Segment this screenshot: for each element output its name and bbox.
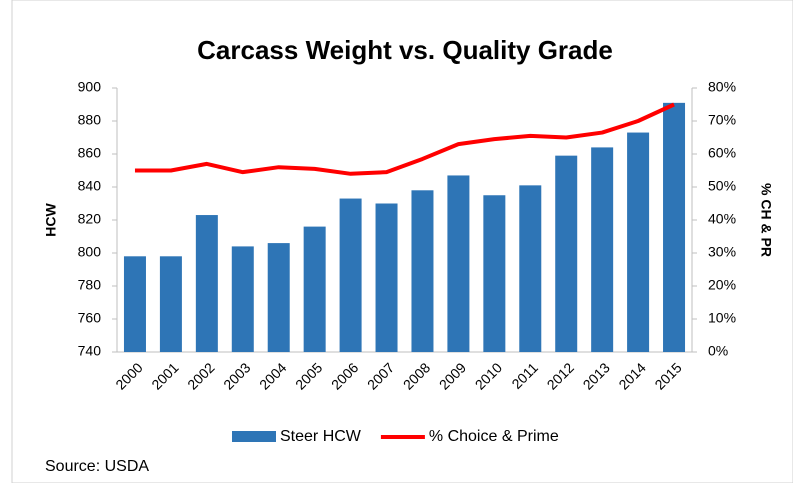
bar — [195, 215, 218, 352]
bar — [123, 256, 146, 352]
y-tick-label: 760 — [78, 310, 102, 326]
bar — [663, 102, 686, 352]
y-tick-label: 840 — [78, 178, 102, 194]
frame — [11, 0, 793, 483]
source: Source: USDA — [45, 458, 149, 475]
line — [134, 102, 675, 176]
y2-tick-label: 80% — [708, 79, 736, 95]
y-tick-label: 880 — [78, 112, 102, 128]
y2-tick-label: 40% — [708, 211, 736, 227]
bar — [303, 226, 326, 352]
bar — [159, 256, 182, 352]
bar — [591, 147, 614, 352]
legend-swatch — [232, 431, 276, 442]
bar — [627, 132, 650, 352]
legend-label: Steer HCW — [280, 428, 362, 445]
y2-tick-label: 30% — [708, 244, 736, 260]
y2-tick-label: 50% — [708, 178, 736, 194]
bar — [447, 175, 470, 352]
y2-tick-label: 20% — [708, 277, 736, 293]
bar — [519, 185, 542, 352]
legend-label: % Choice & Prime — [429, 428, 559, 445]
bar — [483, 195, 506, 352]
bar — [267, 243, 290, 352]
y2-axis-label: % CH & PR — [758, 183, 774, 257]
y2-tick-label: 70% — [708, 112, 736, 128]
chart-title: Carcass Weight vs. Quality Grade — [197, 35, 613, 65]
y-axis-label: HCW — [43, 202, 59, 236]
bar — [339, 198, 362, 352]
bar — [231, 246, 254, 352]
bar — [555, 155, 578, 352]
y2-tick-label: 60% — [708, 145, 736, 161]
y2-tick-label: 10% — [708, 310, 736, 326]
y-tick-label: 740 — [78, 343, 102, 359]
y-tick-label: 800 — [78, 244, 102, 260]
y-tick-label: 780 — [78, 277, 102, 293]
y-tick-label: 900 — [78, 79, 102, 95]
y-tick-label: 860 — [78, 145, 102, 161]
y2-tick-label: 0% — [708, 343, 728, 359]
bar — [411, 190, 434, 352]
bar — [375, 203, 398, 352]
y-tick-label: 820 — [78, 211, 102, 227]
